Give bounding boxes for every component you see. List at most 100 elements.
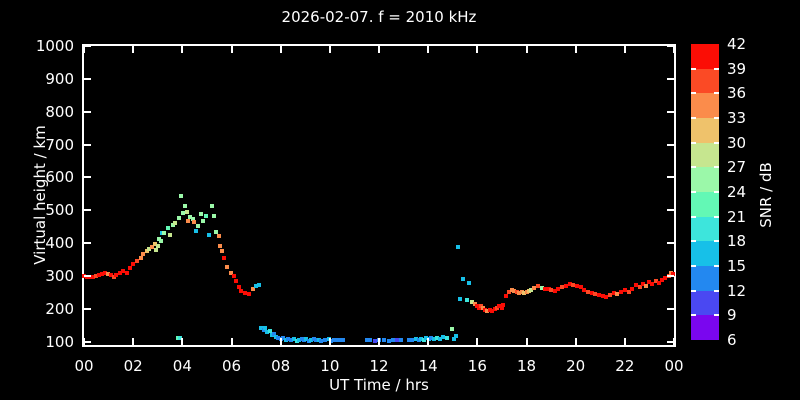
colorbar-tick	[714, 314, 719, 317]
data-point	[207, 233, 212, 238]
colorbar-tick-label: 12	[727, 281, 747, 300]
x-tick-label: 16	[467, 357, 487, 375]
y-axis-tick	[667, 176, 674, 179]
data-point	[108, 273, 113, 278]
data-point	[271, 331, 276, 336]
data-point	[253, 283, 258, 288]
data-point	[421, 337, 426, 342]
data-point	[188, 215, 193, 220]
colorbar-tick-label: 6	[727, 331, 737, 349]
data-point	[608, 293, 613, 298]
data-point	[90, 274, 95, 279]
data-point	[131, 262, 136, 267]
data-point	[220, 249, 225, 254]
colorbar-tick	[714, 191, 719, 193]
data-point	[217, 234, 222, 239]
y-axis-tick	[667, 45, 674, 47]
data-point	[458, 297, 463, 301]
data-point	[467, 280, 472, 285]
data-point	[238, 288, 243, 293]
colorbar-segment	[691, 192, 719, 217]
y-axis-tick	[667, 275, 674, 277]
colorbar-segment	[691, 315, 719, 341]
data-point	[373, 338, 378, 343]
data-point	[124, 271, 129, 276]
y-axis-tick	[84, 209, 91, 212]
data-point	[102, 271, 107, 276]
data-point	[497, 303, 502, 308]
y-axis-tick	[84, 307, 91, 310]
data-point	[121, 269, 126, 274]
data-point	[160, 231, 165, 236]
x-axis-tick	[476, 338, 479, 345]
x-tick-label: 22	[615, 357, 635, 375]
data-point	[487, 307, 492, 312]
data-point	[649, 281, 654, 286]
data-point	[183, 204, 188, 209]
data-point	[288, 338, 293, 343]
data-point	[159, 239, 164, 244]
colorbar-tick-label: 18	[727, 232, 747, 251]
data-point	[233, 278, 238, 283]
x-axis-tick	[623, 338, 626, 345]
y-tick-label: 300	[45, 267, 74, 285]
colorbar-tick-label: 42	[727, 35, 747, 53]
data-point	[329, 338, 334, 343]
data-point	[185, 210, 190, 215]
y-axis-tick	[667, 242, 674, 245]
data-point	[424, 336, 429, 341]
y-tick-label: 100	[45, 332, 74, 351]
data-point	[199, 212, 204, 217]
x-tick-label: 04	[172, 357, 192, 375]
colorbar-tick-label: 27	[727, 158, 747, 177]
data-point	[179, 194, 184, 199]
data-point	[640, 281, 645, 286]
data-point	[615, 292, 620, 297]
data-point	[619, 289, 624, 294]
data-point	[492, 306, 497, 311]
y-axis-tick	[667, 340, 674, 343]
data-point	[144, 249, 149, 254]
data-point	[331, 338, 336, 343]
data-point	[93, 274, 98, 279]
colorbar-segment	[691, 241, 719, 267]
colorbar-tick-label: 36	[727, 84, 747, 103]
colorbar-segment	[691, 142, 719, 168]
data-point	[292, 337, 297, 342]
data-point	[218, 244, 223, 249]
x-axis-tick	[181, 338, 184, 345]
data-point	[416, 338, 421, 343]
colorbar-tick-label: 9	[727, 306, 737, 325]
data-point	[186, 219, 191, 224]
data-point	[507, 289, 512, 294]
data-point	[147, 247, 152, 252]
data-point	[311, 337, 316, 342]
data-point	[444, 336, 449, 341]
data-point	[236, 284, 241, 289]
x-axis-tick	[230, 46, 233, 53]
data-point	[263, 325, 268, 330]
colorbar-tick	[691, 289, 696, 292]
data-point	[335, 338, 340, 343]
data-point	[265, 329, 270, 334]
data-point	[593, 292, 598, 297]
data-point	[582, 287, 587, 292]
data-point	[178, 336, 183, 341]
y-axis-tick	[667, 110, 674, 113]
data-point	[669, 271, 674, 276]
colorbar-tick	[714, 92, 719, 95]
data-point	[431, 337, 436, 342]
data-point	[225, 265, 230, 270]
data-point	[637, 284, 642, 289]
data-point	[322, 338, 327, 343]
chart-title: 2026-02-07. f = 2010 kHz	[281, 8, 477, 26]
data-point	[105, 272, 110, 277]
colorbar-tick	[691, 141, 696, 144]
data-point	[177, 216, 182, 221]
data-point	[597, 293, 602, 298]
y-axis-tick	[667, 307, 674, 310]
data-point	[653, 278, 658, 283]
x-axis-tick	[83, 46, 85, 53]
data-point	[517, 290, 522, 295]
data-point	[560, 284, 565, 289]
